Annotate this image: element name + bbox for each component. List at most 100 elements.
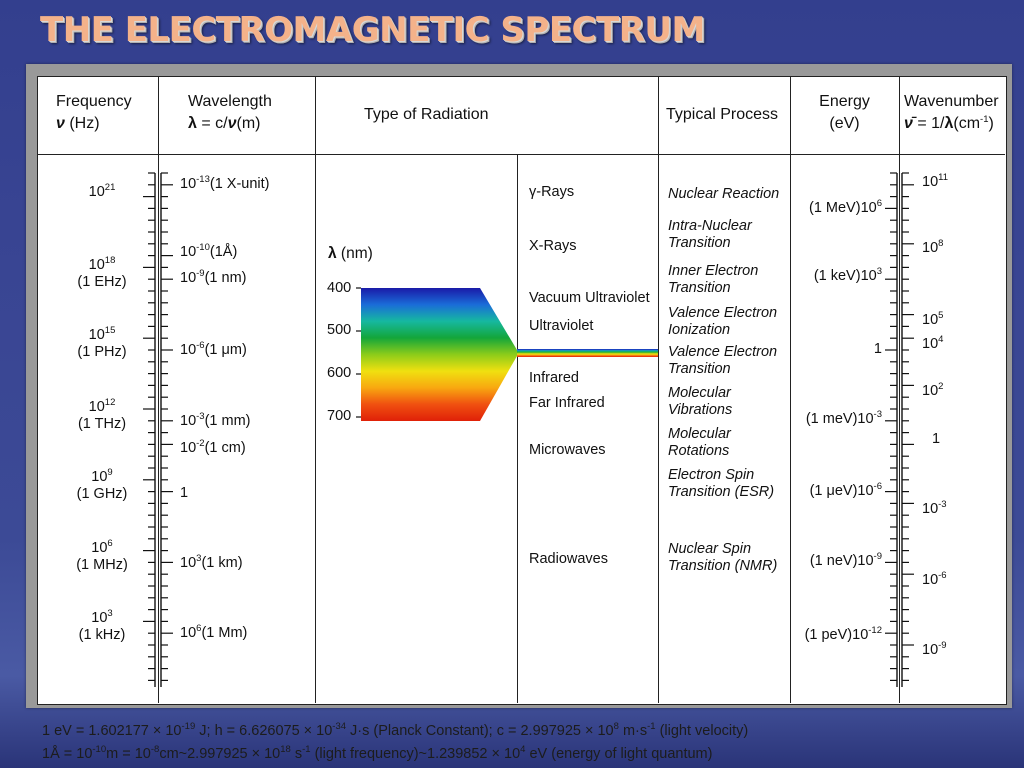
header-wavenumber-title: Wavenumber: [904, 93, 999, 110]
process-label: Molecular Rotations: [668, 426, 731, 460]
wavenumber-label: 102: [922, 382, 943, 400]
wavenumber-exp: -3: [938, 499, 947, 510]
wavenumber-base: 10: [922, 572, 939, 588]
process-line: Transition: [668, 361, 731, 377]
radiation-gamma: γ-Rays: [529, 184, 574, 201]
wavelength-label: 1: [180, 485, 188, 502]
frequency-base: 10: [88, 257, 105, 273]
process-line: Ionization: [668, 322, 731, 338]
wavelength-exp: -3: [196, 411, 205, 422]
frequency-base: 10: [88, 184, 105, 200]
wavenumber-label: 108: [922, 239, 943, 257]
process-label: Molecular Vibrations: [668, 385, 732, 419]
page-title: THE ELECTROMAGNETIC SPECTRUM: [40, 10, 705, 50]
energy-prefix: (1 meV): [805, 411, 858, 427]
header-wavenumber-formula: ν̄ = 1/λ(cm-1): [904, 113, 999, 135]
energy-label: (1 μeV)10-6: [790, 482, 882, 500]
wavelength-base: 10: [180, 342, 197, 358]
footnote-exp: -8: [150, 744, 160, 755]
column-divider: [899, 77, 900, 703]
header-divider: [38, 154, 1005, 155]
radiation-microwaves: Microwaves: [529, 442, 606, 458]
frequency-base: 10: [91, 540, 108, 556]
process-label: Valence Electron Transition: [668, 344, 777, 378]
frequency-base: 10: [91, 610, 108, 626]
frequency-exp: 6: [107, 538, 113, 549]
wavelength-label: 103(1 km): [180, 554, 243, 572]
footnote-text: 1Å = 10: [42, 746, 93, 762]
energy-base: 10: [857, 553, 874, 569]
wavelength-unit: (1 μm): [204, 342, 247, 358]
energy-base: 10: [857, 411, 874, 427]
radiation-xray: X-Rays: [529, 238, 577, 254]
visible-tick-label: 500: [327, 322, 352, 338]
wavelength-exp: -2: [196, 438, 205, 449]
wavelength-unit: (1 Mm): [201, 625, 248, 641]
energy-scale: [885, 172, 898, 687]
wavelength-base: 10: [180, 270, 197, 286]
energy-exp: 6: [876, 198, 882, 209]
energy-prefix: (1 neV): [809, 553, 858, 569]
wavelength-scale: [160, 172, 173, 687]
footnote-exp: 4: [520, 744, 526, 755]
wavelength-base: 10: [180, 625, 197, 641]
process-line: Molecular: [668, 426, 731, 442]
radiation-infrared: Infrared: [529, 370, 579, 386]
wavenumber-exp: 11: [938, 172, 949, 183]
wavelength-unit: (1Å): [209, 244, 238, 260]
footnote-exp: -1: [302, 744, 311, 755]
energy-exp: -3: [873, 409, 882, 420]
wavenumber-exp: 5: [938, 310, 944, 321]
footnote-text: eV (energy of light quantum): [525, 746, 713, 762]
process-line: Nuclear Spin: [668, 541, 752, 557]
frequency-exp: 12: [104, 397, 116, 408]
wavelength-unit: (1 X-unit): [209, 176, 270, 192]
wavenumber-label: 1011: [922, 172, 949, 191]
energy-base: 10: [860, 268, 877, 284]
energy-label: (1 meV)10-3: [790, 409, 882, 428]
wavenumber-scale: [901, 172, 914, 687]
frequency-unit: (1 PHz): [77, 344, 127, 360]
footnote-text: 1 eV = 1.602177 × 10: [42, 723, 182, 739]
lambda-symbol: λ: [188, 115, 197, 132]
wavenumber-base: 10: [922, 174, 939, 190]
wavelength-exp: -10: [196, 242, 210, 253]
header-wavenumber-unit-close: ): [988, 115, 994, 132]
wavenumber-base: 10: [922, 336, 939, 352]
wavenumber-label: 10-3: [922, 499, 947, 518]
energy-base: 10: [857, 483, 874, 499]
process-line: Rotations: [668, 443, 730, 459]
footnote-text: m = 10: [106, 746, 151, 762]
lambda-symbol: λ: [328, 245, 337, 262]
column-divider: [315, 77, 316, 703]
wavelength-label: 10-3(1 mm): [180, 411, 251, 430]
wavenumber-base: 10: [922, 642, 939, 658]
footnote-exp: 8: [613, 721, 619, 732]
wavenumber-label: 1: [932, 431, 940, 448]
wavelength-exp: -9: [196, 268, 205, 279]
visible-tick-label: 700: [327, 408, 352, 424]
column-divider: [517, 155, 518, 703]
frequency-label: 109 (1 GHz): [64, 468, 140, 503]
frequency-unit: (1 kHz): [78, 627, 126, 643]
header-wavenumber-unit-exp: -1: [980, 114, 989, 125]
frequency-label: 103 (1 kHz): [64, 609, 140, 644]
visible-tick-label: 400: [327, 280, 352, 296]
wavenumber-base: 10: [922, 383, 939, 399]
header-wavenumber: Wavenumber ν̄ = 1/λ(cm-1): [904, 91, 999, 135]
radiation-radiowaves: Radiowaves: [529, 551, 608, 567]
energy-exp: -9: [873, 551, 882, 562]
radiation-label: -Rays: [536, 184, 575, 200]
header-energy-title: Energy: [819, 93, 870, 110]
energy-base: 10: [852, 627, 869, 643]
process-line: Transition (ESR): [668, 484, 775, 500]
process-label: Nuclear Spin Transition (NMR): [668, 541, 777, 575]
footnote-conversions: 1Å = 10-10m = 10-8cm~2.997925 × 1018 s-1…: [42, 744, 713, 762]
footnote-exp: 18: [280, 744, 291, 755]
wavelength-base: 10: [180, 413, 197, 429]
energy-label: (1 keV)103: [790, 267, 882, 285]
column-divider: [158, 77, 159, 703]
frequency-exp: 18: [104, 255, 116, 266]
footnote-text: (light frequency)~1.239852 × 10: [310, 746, 521, 762]
energy-prefix: (1 keV): [813, 268, 861, 284]
